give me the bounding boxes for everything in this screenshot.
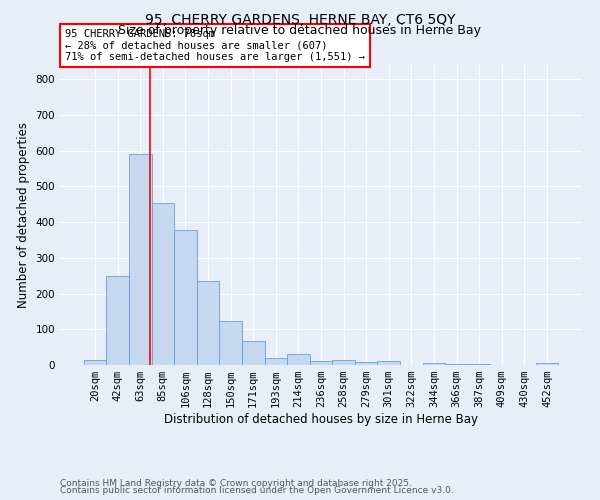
- Bar: [332, 360, 355, 365]
- Bar: [106, 276, 129, 365]
- Text: 95 CHERRY GARDENS: 78sqm
← 28% of detached houses are smaller (607)
71% of semi-: 95 CHERRY GARDENS: 78sqm ← 28% of detach…: [65, 29, 365, 62]
- Bar: [174, 230, 197, 365]
- Bar: [355, 362, 377, 365]
- Bar: [287, 354, 310, 365]
- Bar: [84, 360, 106, 365]
- Bar: [197, 281, 220, 365]
- Bar: [129, 154, 152, 365]
- Bar: [422, 363, 445, 365]
- Bar: [310, 362, 332, 365]
- Bar: [242, 340, 265, 365]
- Bar: [220, 322, 242, 365]
- Bar: [536, 363, 558, 365]
- Text: Contains HM Land Registry data © Crown copyright and database right 2025.: Contains HM Land Registry data © Crown c…: [60, 478, 412, 488]
- Bar: [152, 203, 174, 365]
- Bar: [265, 358, 287, 365]
- Bar: [445, 364, 468, 365]
- Bar: [468, 364, 490, 365]
- X-axis label: Distribution of detached houses by size in Herne Bay: Distribution of detached houses by size …: [164, 413, 478, 426]
- Text: 95, CHERRY GARDENS, HERNE BAY, CT6 5QY: 95, CHERRY GARDENS, HERNE BAY, CT6 5QY: [145, 12, 455, 26]
- Text: Contains public sector information licensed under the Open Government Licence v3: Contains public sector information licen…: [60, 486, 454, 495]
- Bar: [377, 362, 400, 365]
- Text: Size of property relative to detached houses in Herne Bay: Size of property relative to detached ho…: [119, 24, 482, 37]
- Y-axis label: Number of detached properties: Number of detached properties: [17, 122, 30, 308]
